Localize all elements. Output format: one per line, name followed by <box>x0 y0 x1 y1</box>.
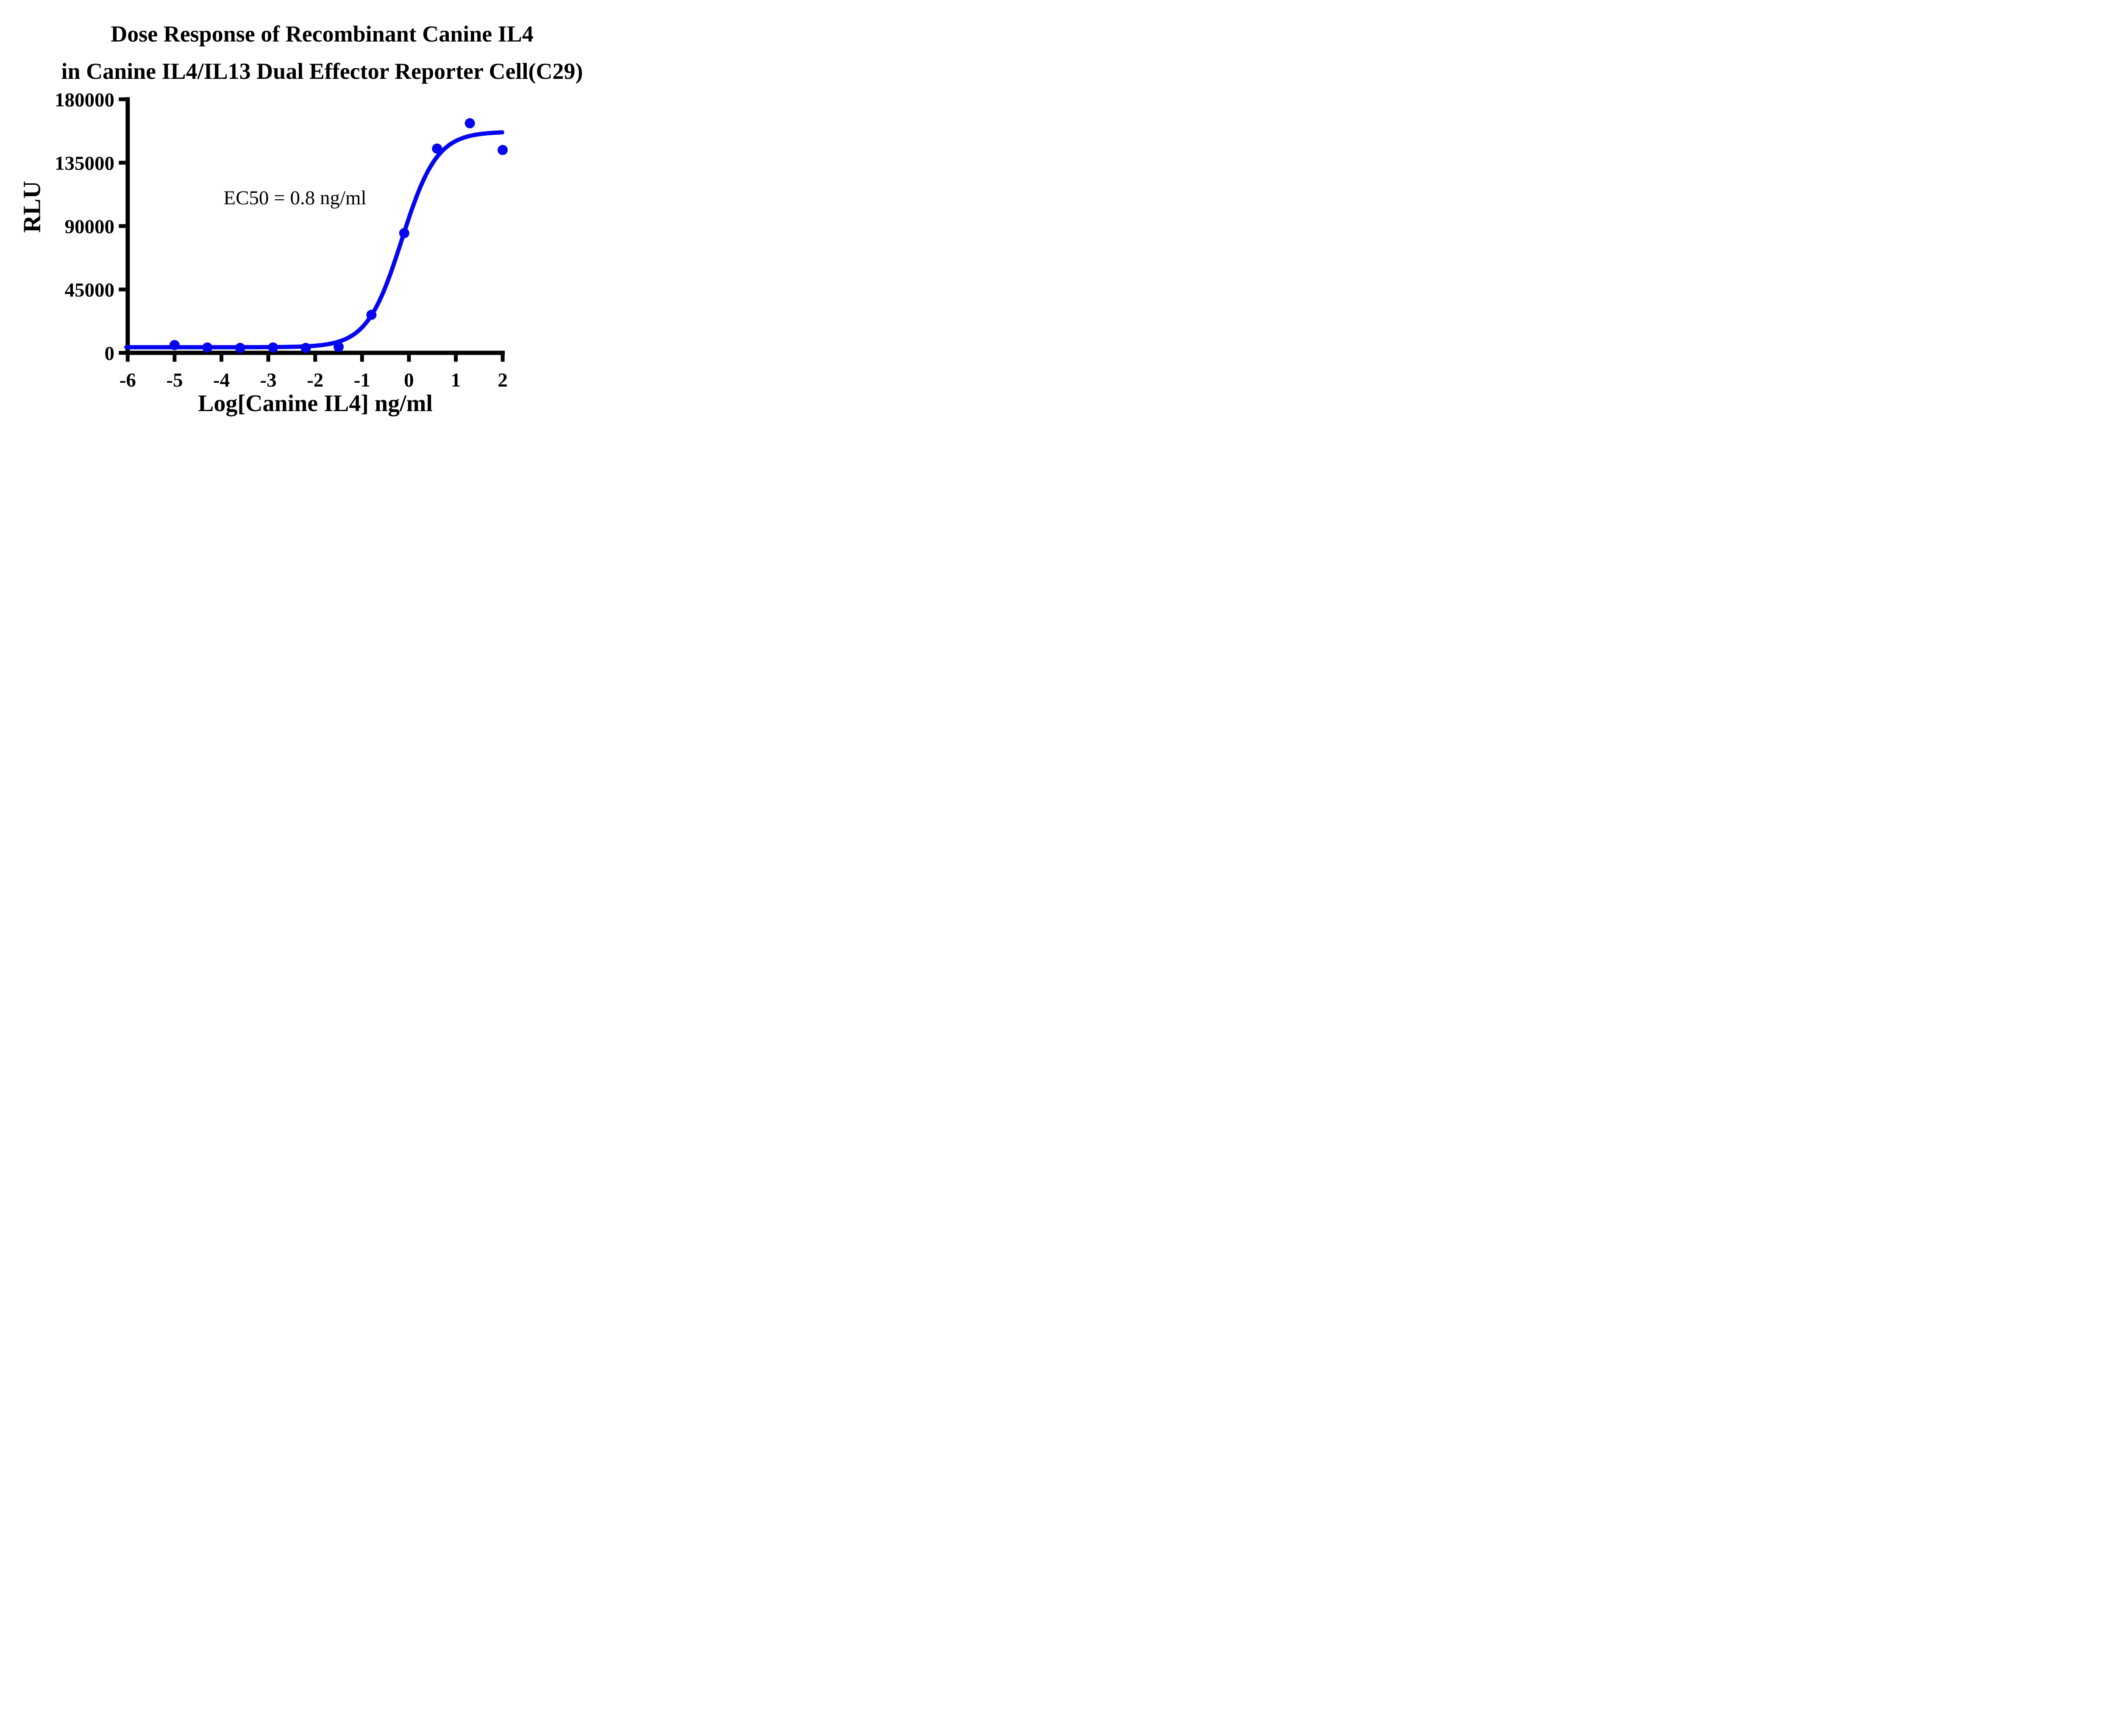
data-point <box>334 342 344 352</box>
data-point <box>464 118 475 128</box>
chart-title-line1: Dose Response of Recombinant Canine IL4 <box>111 21 534 47</box>
y-tick-label: 45000 <box>65 279 115 301</box>
chart-figure: Dose Response of Recombinant Canine IL4 … <box>0 0 618 434</box>
data-point <box>268 342 278 353</box>
x-tick-label: -6 <box>120 369 136 391</box>
x-tick-label: -4 <box>213 369 230 391</box>
fit-curve <box>124 130 504 350</box>
x-tick-label: -2 <box>307 369 323 391</box>
ec50-annotation: EC50 = 0.8 ng/ml <box>223 187 367 209</box>
x-tick-label: 2 <box>498 369 508 391</box>
x-tick-label: -3 <box>260 369 277 391</box>
data-point <box>202 342 213 353</box>
y-tick-label: 0 <box>105 342 115 364</box>
y-tick-label: 135000 <box>55 152 114 174</box>
data-point <box>399 228 409 238</box>
plot-area: -6 -5 -4 -3 -2 -1 0 1 2 0 45000 90000 135000 180000 <box>55 89 508 391</box>
x-tick-label: -5 <box>166 369 183 391</box>
y-tick-label: 90000 <box>65 216 115 238</box>
x-tick-label: -1 <box>354 369 370 391</box>
chart-title: Dose Response of Recombinant Canine IL4 … <box>38 15 606 90</box>
data-point <box>169 340 180 351</box>
x-tick-label: 1 <box>451 369 461 391</box>
x-axis-label: Log[Canine IL4] ng/ml <box>198 390 433 417</box>
data-point <box>432 143 442 154</box>
data-point <box>498 145 508 155</box>
y-tick-label: 180000 <box>55 89 114 111</box>
data-point <box>366 309 377 320</box>
chart-title-line2: in Canine IL4/IL13 Dual Effector Reporte… <box>61 58 583 84</box>
x-tick-label: 0 <box>404 369 414 391</box>
data-point <box>235 342 245 353</box>
data-point <box>300 342 311 353</box>
